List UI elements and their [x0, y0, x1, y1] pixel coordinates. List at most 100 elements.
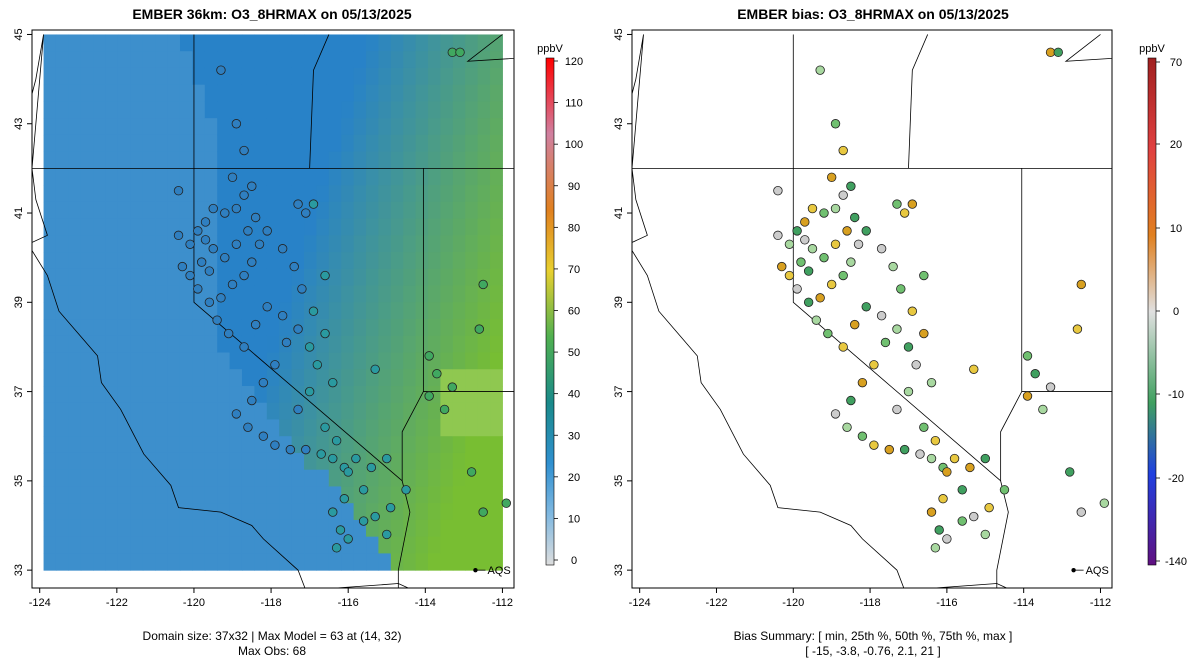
colorbar: [1147, 57, 1157, 566]
model-grid-cell: [167, 268, 181, 287]
model-grid-cell: [130, 268, 144, 287]
model-grid-cell: [490, 285, 503, 303]
model-grid-cell: [316, 519, 330, 538]
model-grid-cell: [155, 452, 169, 471]
station-marker: [980, 453, 990, 464]
station-marker: [838, 190, 848, 200]
model-grid-cell: [229, 101, 243, 119]
model-grid-cell: [167, 519, 181, 538]
model-grid-cell: [353, 218, 367, 236]
y-tick-label: 41: [13, 207, 25, 219]
model-grid-cell: [291, 168, 305, 186]
model-grid-cell: [390, 51, 404, 69]
model-grid-cell: [93, 436, 107, 454]
station-marker: [942, 467, 952, 477]
model-grid-cell: [68, 151, 82, 169]
model-grid-cell: [490, 369, 503, 387]
model-grid-cell: [241, 536, 255, 554]
model-grid-cell: [254, 134, 268, 153]
model-grid-cell: [55, 319, 69, 337]
model-grid-cell: [490, 67, 503, 86]
x-tick-label: -112: [492, 597, 513, 609]
model-grid-cell: [43, 319, 57, 337]
model-grid-cell: [378, 352, 392, 370]
model-grid-cell: [390, 235, 404, 253]
model-grid-cell: [229, 84, 243, 102]
model-grid-cell: [477, 486, 491, 504]
model-grid-cell: [378, 134, 392, 153]
model-grid-cell: [328, 67, 342, 86]
model-grid-cell: [490, 335, 503, 354]
model-grid-cell: [105, 118, 119, 136]
model-grid-cell: [266, 469, 280, 487]
model-grid-cell: [217, 118, 231, 136]
model-grid-cell: [80, 536, 94, 554]
model-grid-cell: [440, 302, 454, 320]
model-grid-cell: [229, 486, 243, 504]
model-grid-cell: [353, 101, 367, 119]
model-grid-cell: [142, 319, 156, 337]
model-grid-cell: [229, 34, 243, 52]
station-marker: [478, 279, 488, 290]
station-marker: [223, 328, 234, 339]
station-marker: [926, 453, 937, 464]
model-grid-cell: [68, 402, 82, 420]
model-grid-cell: [117, 352, 131, 370]
model-grid-cell: [390, 285, 404, 303]
model-grid-cell: [117, 67, 131, 86]
model-grid-cell: [316, 436, 330, 454]
model-grid-cell: [217, 168, 231, 186]
model-grid-cell: [403, 436, 417, 454]
model-grid-cell: [217, 185, 231, 203]
model-grid-cell: [142, 51, 156, 69]
model-grid-cell: [68, 452, 82, 471]
station-marker: [784, 270, 795, 281]
model-grid-cell: [105, 84, 119, 102]
model-grid-cell: [229, 67, 243, 86]
station-marker: [934, 525, 944, 535]
model-grid-cell: [217, 519, 231, 538]
station-marker: [366, 462, 377, 473]
station-marker: [277, 244, 288, 254]
model-grid-cell: [80, 386, 94, 404]
station-marker: [424, 391, 434, 401]
model-grid-cell: [43, 335, 57, 354]
model-grid-cell: [304, 51, 317, 69]
model-grid-cell: [43, 436, 57, 454]
model-grid-cell: [415, 218, 429, 236]
model-grid-cell: [304, 469, 317, 487]
x-tick-label: -118: [859, 597, 880, 609]
station-marker: [212, 315, 222, 325]
model-grid-cell: [93, 67, 107, 86]
model-grid-cell: [142, 369, 156, 387]
model-grid-cell: [428, 185, 441, 203]
model-grid-cell: [304, 285, 317, 303]
model-grid-cell: [93, 469, 107, 487]
model-grid-cell: [55, 419, 69, 437]
model-grid-cell: [452, 519, 466, 538]
model-grid-cell: [192, 319, 206, 337]
station-marker: [857, 431, 868, 441]
model-grid-cell: [117, 151, 131, 169]
model-grid-cell: [366, 268, 379, 287]
model-grid-cell: [366, 118, 379, 136]
model-grid-cell: [80, 352, 94, 370]
model-grid-cell: [428, 519, 441, 538]
model-grid-cell: [291, 503, 305, 521]
model-grid-cell: [117, 436, 131, 454]
model-grid-cell: [415, 469, 429, 487]
model-grid-cell: [440, 118, 454, 136]
x-tick-label: -122: [705, 597, 727, 609]
model-grid-cell: [490, 151, 503, 169]
model-grid-cell: [179, 134, 193, 153]
model-grid-cell: [490, 486, 503, 504]
model-grid-cell: [155, 201, 169, 220]
model-grid-cell: [142, 84, 156, 102]
model-grid-cell: [341, 319, 355, 337]
model-grid-cell: [415, 134, 429, 153]
model-grid-cell: [291, 369, 305, 387]
model-grid-cell: [55, 84, 69, 102]
model-grid-cell: [341, 84, 355, 102]
model-grid-cell: [142, 67, 156, 86]
colorbar-tick-label: 30: [568, 430, 580, 442]
